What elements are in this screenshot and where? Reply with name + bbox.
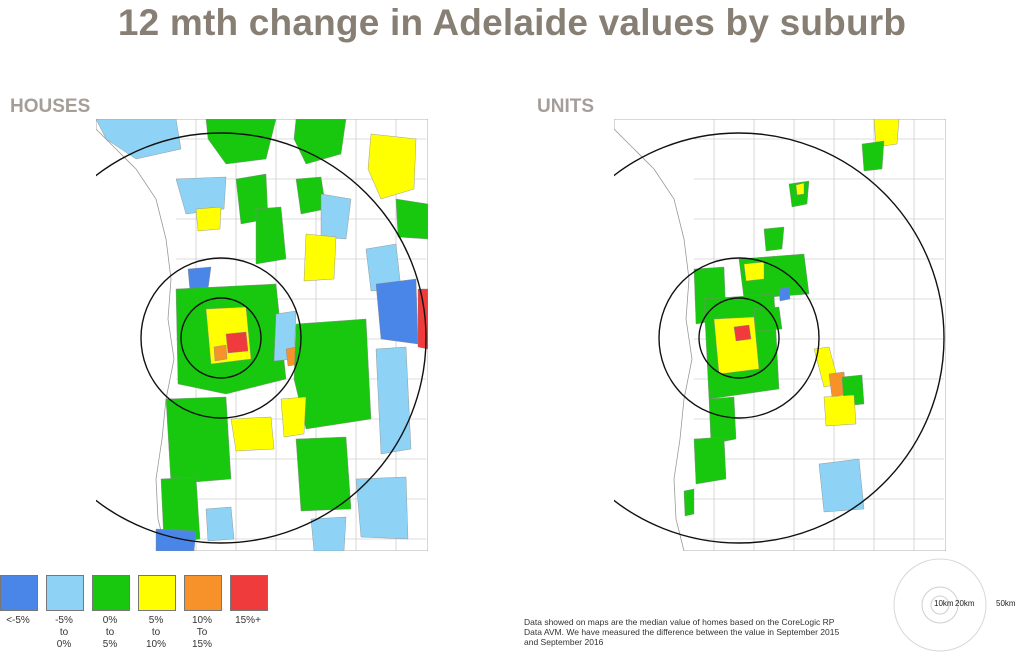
legend-swatch [138, 575, 176, 611]
legend-label-line: to [105, 627, 115, 638]
suburb-region [823, 394, 857, 427]
suburb-region [165, 396, 232, 485]
legend-label: 15%+ [230, 615, 266, 627]
legend-swatch [46, 575, 84, 611]
suburb-region [310, 516, 347, 551]
note-line: Data AVM. We have measured the differenc… [524, 627, 840, 637]
legend-item: 5% to 10% [138, 575, 184, 651]
scale-label-50km: 50km [996, 599, 1016, 608]
legend-label: 5% to 10% [138, 615, 174, 651]
scale-rings-graphic [893, 558, 987, 652]
suburb-region [395, 198, 428, 240]
suburb-fills [96, 119, 428, 551]
legend-label-line: to [151, 627, 161, 638]
houses-choropleth-map [96, 119, 428, 551]
scale-label-20km: 20km [955, 599, 975, 608]
legend-label-line: <-5% [6, 615, 30, 626]
suburb-region [295, 436, 352, 512]
suburb-region [205, 506, 235, 542]
legend-label-line: 10% [145, 639, 166, 650]
suburb-region [160, 476, 201, 545]
scale-label-10km: 10km [934, 599, 954, 608]
legend-label: 0% to 5% [92, 615, 128, 651]
suburb-region [753, 306, 783, 332]
suburb-region [683, 488, 695, 517]
houses-panel-label: HOUSES [10, 96, 91, 117]
legend-swatch [92, 575, 130, 611]
suburb-region [693, 436, 727, 485]
suburb-region [818, 458, 865, 513]
legend-label-line: 10% [191, 615, 212, 626]
suburb-region [708, 396, 737, 445]
suburb-region [713, 316, 760, 375]
legend-label: <-5% [0, 615, 36, 627]
suburb-region [795, 182, 805, 196]
suburb-region [375, 278, 419, 345]
legend-item: 0% to 5% [92, 575, 138, 651]
note-line: and September 2016 [524, 637, 604, 647]
suburb-region [96, 119, 182, 160]
legend-label-line: 0% [56, 639, 72, 650]
ring-50km [614, 132, 945, 544]
legend-label-line: to [59, 627, 69, 638]
suburb-fills [683, 119, 900, 517]
ring-10km [698, 297, 780, 379]
data-source-note: Data showed on maps are the median value… [524, 617, 864, 647]
scale-ring-20km [921, 586, 959, 624]
units-panel-label: UNITS [537, 96, 594, 117]
suburb-region [205, 119, 277, 165]
legend-item: 15%+ [230, 575, 276, 627]
color-legend: <-5% -5% to 0% 0% to 5% 5% to 10% 10% To 15% 15%+ [0, 575, 300, 655]
legend-label-line: 0% [102, 615, 118, 626]
suburb-region [225, 331, 249, 354]
ring-50km [96, 132, 427, 544]
suburb-region [355, 476, 409, 540]
units-choropleth-map [614, 119, 946, 551]
suburb-region [255, 206, 287, 265]
ring-10km [180, 297, 262, 379]
distance-rings [614, 132, 945, 544]
suburb-region [195, 206, 222, 232]
distance-scale-key: 10km 20km 50km [892, 553, 1024, 657]
suburb-region [293, 318, 372, 430]
suburb-region [375, 346, 412, 455]
legend-label-line: 15%+ [235, 615, 261, 626]
suburb-region [175, 176, 227, 215]
legend-item: 10% To 15% [184, 575, 230, 651]
legend-label: 10% To 15% [184, 615, 220, 651]
suburb-region [367, 133, 417, 200]
suburb-region [213, 344, 228, 362]
suburb-region [778, 286, 791, 302]
legend-label-line: To [196, 627, 208, 638]
suburb-region [293, 119, 347, 165]
ring-20km [140, 257, 302, 419]
legend-item: -5% to 0% [46, 575, 92, 651]
suburb-region [155, 528, 197, 551]
legend-label: -5% to 0% [46, 615, 82, 651]
legend-swatch [184, 575, 222, 611]
distance-rings [96, 132, 427, 544]
legend-label-line: -5% [55, 615, 73, 626]
note-line: Data showed on maps are the median value… [524, 617, 835, 627]
legend-swatch [230, 575, 268, 611]
suburb-region [303, 233, 337, 282]
suburb-region [230, 416, 275, 452]
suburb-region [280, 396, 307, 438]
legend-label-line: 5% [102, 639, 118, 650]
suburb-region [320, 193, 352, 240]
suburb-region [733, 324, 752, 342]
scale-ring-10km [930, 595, 950, 615]
scale-ring-50km [893, 558, 987, 652]
coastline-land [614, 119, 946, 551]
suburb-region [763, 226, 785, 252]
suburb-region [861, 140, 885, 172]
ring-20km [658, 257, 820, 419]
page-title: 12 mth change in Adelaide values by subu… [117, 2, 907, 43]
legend-label-line: 5% [148, 615, 164, 626]
suburb-region [873, 119, 900, 148]
legend-swatch [0, 575, 38, 611]
legend-item: <-5% [0, 575, 46, 627]
suburb-region [743, 261, 765, 282]
legend-label-line: 15% [191, 639, 212, 650]
